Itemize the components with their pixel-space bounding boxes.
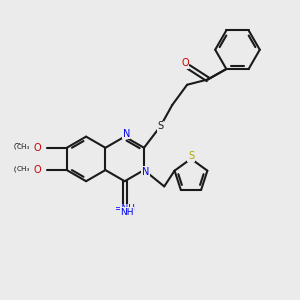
Text: CH₃: CH₃ (16, 167, 30, 172)
Text: NH: NH (120, 208, 134, 217)
Text: N: N (122, 129, 130, 139)
Text: O: O (33, 165, 41, 175)
Text: O: O (32, 165, 40, 175)
Text: CH₃: CH₃ (14, 166, 28, 175)
Text: S: S (188, 152, 194, 161)
Text: O: O (181, 58, 189, 68)
Text: S: S (157, 122, 164, 131)
Text: =NH: =NH (114, 204, 135, 213)
Text: N: N (142, 167, 149, 176)
Text: CH₃: CH₃ (16, 144, 30, 150)
Text: O: O (33, 143, 41, 153)
Text: O: O (33, 143, 40, 153)
Text: CH₃: CH₃ (14, 143, 28, 152)
